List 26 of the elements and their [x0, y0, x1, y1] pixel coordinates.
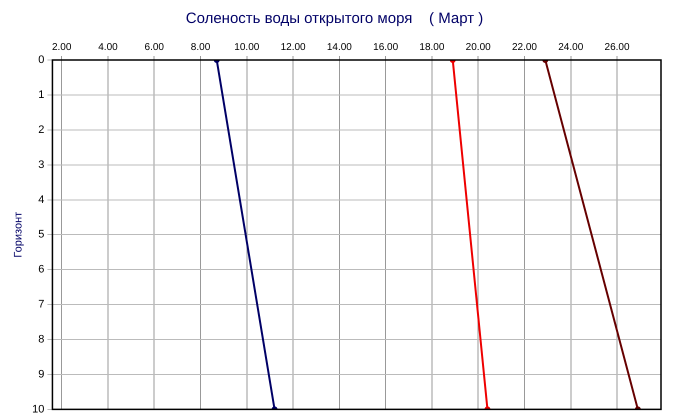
x-tick-label: 4.00: [98, 42, 118, 53]
y-tick-label: 4: [38, 194, 44, 206]
x-tick-label: 26.00: [604, 42, 630, 53]
x-tick-label: 14.00: [326, 42, 352, 53]
x-tick-label: 24.00: [558, 42, 584, 53]
y-tick-label: 10: [32, 403, 44, 416]
y-tick-label: 8: [38, 334, 44, 346]
x-tick-label: 2.00: [52, 42, 72, 53]
y-tick-label: 3: [38, 158, 44, 171]
x-tick-label: 8.00: [190, 42, 211, 53]
x-tick-label: 20.00: [466, 42, 492, 53]
y-tick-label: 2: [38, 124, 44, 136]
y-axis-title: Горизонт: [12, 212, 25, 258]
x-tick-label: 12.00: [280, 42, 306, 53]
y-tick-label: 7: [38, 298, 44, 311]
x-tick-label: 10.00: [234, 42, 260, 53]
y-tick-label: 0: [38, 54, 44, 66]
x-tick-label: 16.00: [373, 42, 399, 53]
x-tick-label: 6.00: [144, 42, 164, 53]
y-tick-label: 6: [38, 264, 44, 276]
chart-title: Соленость воды открытого моря ( Март ): [186, 10, 484, 28]
y-tick-label: 9: [38, 368, 44, 380]
x-tick-label: 22.00: [512, 42, 538, 53]
y-tick-label: 5: [38, 228, 44, 241]
y-tick-label: 1: [38, 88, 44, 101]
x-tick-label: 18.00: [419, 42, 445, 53]
